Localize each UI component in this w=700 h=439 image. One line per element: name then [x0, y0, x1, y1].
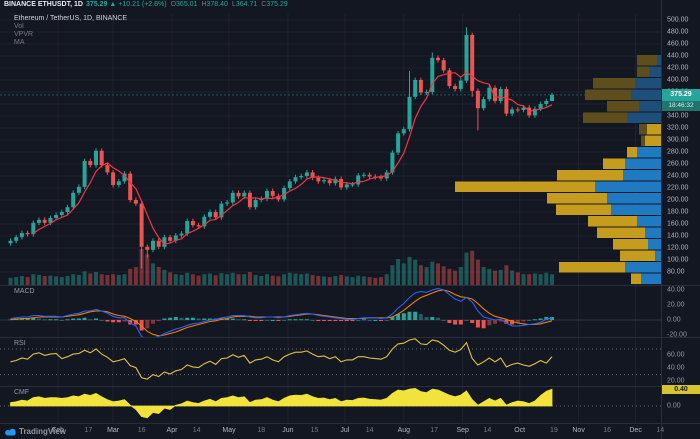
price-tick: 0.00 [667, 316, 681, 324]
open-label: O [170, 1, 177, 8]
close-value: 375.29 [266, 1, 288, 8]
ma-line [32, 71, 553, 245]
time-tick-month: Jun [282, 427, 294, 434]
price-tick: 220.00 [667, 184, 689, 192]
price-tick: 160.00 [667, 220, 689, 228]
time-tick-month: Jul [340, 427, 350, 434]
price-tick: 400.00 [667, 76, 689, 84]
time-tick-day: 16 [137, 427, 146, 434]
tradingview-logo-text: TradingView [19, 427, 66, 436]
price-tick: 200.00 [667, 196, 689, 204]
price-tick: 240.00 [667, 172, 689, 180]
time-tick-day: 14 [656, 427, 665, 434]
price-tick: 100.00 [667, 256, 689, 264]
price-tick: 420.00 [667, 64, 689, 72]
change-arrow-icon: ▲ [109, 1, 117, 8]
time-tick-month: Nov [572, 427, 585, 434]
price-tick: 140.00 [667, 232, 689, 240]
bar-countdown-label: 18:46:32 [662, 100, 700, 111]
time-tick-day: 16 [603, 427, 611, 434]
price-tick: 300.00 [667, 136, 689, 144]
legend-item-vpvr[interactable]: VPVR [14, 31, 34, 38]
price-tick: 460.00 [667, 40, 689, 48]
price-tick: 60.00 [667, 351, 685, 359]
price-tick: 120.00 [667, 244, 689, 252]
volume-profile [455, 55, 661, 284]
time-tick-month: Sep [456, 427, 469, 434]
time-tick-day: 14 [365, 427, 374, 434]
time-tick-day: 17 [84, 427, 93, 434]
low-value: 364.71 [235, 1, 258, 8]
macd-pane-label[interactable]: MACD [14, 288, 35, 295]
legend-title[interactable]: Ethereum / TetherUS, 1D, BINANCE [14, 15, 128, 22]
time-tick-day: 18 [257, 427, 266, 434]
price-tick: 260.00 [667, 160, 689, 168]
price-tick: 440.00 [667, 52, 689, 60]
tradingview-logo[interactable]: TradingView [5, 427, 66, 436]
price-tick: 40.00 [667, 364, 685, 372]
time-tick-month: Apr [166, 427, 178, 434]
time-axis[interactable]: Feb 17 Mar 16 Apr 14 May 18 Jun 15 Jul 14 Aug 17 Sep 14… [0, 424, 700, 439]
price-change: +10.21 (+2.8%) [118, 1, 167, 8]
price-tick: 280.00 [667, 148, 689, 156]
time-tick-day: 15 [310, 427, 319, 434]
macd-plot [0, 287, 661, 337]
price-tick: 40.00 [667, 286, 685, 294]
price-axis[interactable]: 375.29 18:46:32 0.40 500.00 480.00 460.00 4… [662, 0, 700, 424]
time-tick-day: 14 [192, 427, 201, 434]
rsi-plot [0, 338, 661, 380]
symbol-header: BINANCE ETHUSDT, 1D 375.29 ▲ +10.21 (+2.8%)… [4, 1, 288, 8]
price-tick: 500.00 [667, 16, 689, 24]
price-tick: 0.00 [667, 402, 681, 410]
time-tick-month: Feb [51, 427, 65, 434]
chart-legend: Ethereum / TetherUS, 1D, BINANCE Vol VPV… [14, 15, 127, 47]
time-tick-month: Mar [107, 427, 120, 434]
low-label: L [231, 1, 236, 8]
time-tick-day: 17 [430, 427, 439, 434]
legend-item-vol[interactable]: Vol [14, 23, 24, 30]
cmf-value-label: 0.40 [662, 384, 700, 394]
price-tick: 320.00 [667, 124, 689, 132]
open-value: 365.01 [176, 1, 198, 8]
cmf-plot [0, 387, 661, 419]
time-tick-month: Aug [397, 427, 411, 434]
rsi-pane-label[interactable]: RSI [14, 340, 26, 347]
symbol-title[interactable]: BINANCE ETHUSDT, 1D [4, 1, 83, 8]
high-value: 378.40 [206, 1, 228, 8]
high-label: H [201, 1, 207, 8]
volume-histogram [8, 249, 554, 285]
current-price-label: 375.29 [662, 88, 700, 101]
last-price: 375.29 [85, 1, 108, 8]
close-label: C [261, 1, 267, 8]
candlestick-series [8, 27, 554, 269]
price-tick: -20.00 [667, 331, 687, 339]
price-tick: 480.00 [667, 28, 689, 36]
price-tick: 20.00 [667, 377, 685, 385]
legend-item-ma[interactable]: MA [14, 39, 25, 46]
time-tick-month: May [222, 427, 236, 434]
tradingview-cloud-icon [5, 428, 16, 436]
price-tick: 340.00 [667, 112, 689, 120]
price-tick: 20.00 [667, 301, 685, 309]
time-tick-day: 19 [549, 427, 558, 434]
time-tick-day: 14 [483, 427, 492, 434]
cmf-pane-label[interactable]: CMF [14, 389, 30, 396]
time-tick-month: Oct [514, 427, 526, 434]
time-tick-month: Dec [629, 427, 642, 434]
price-tick: 180.00 [667, 208, 689, 216]
price-tick: 80.00 [667, 268, 685, 276]
